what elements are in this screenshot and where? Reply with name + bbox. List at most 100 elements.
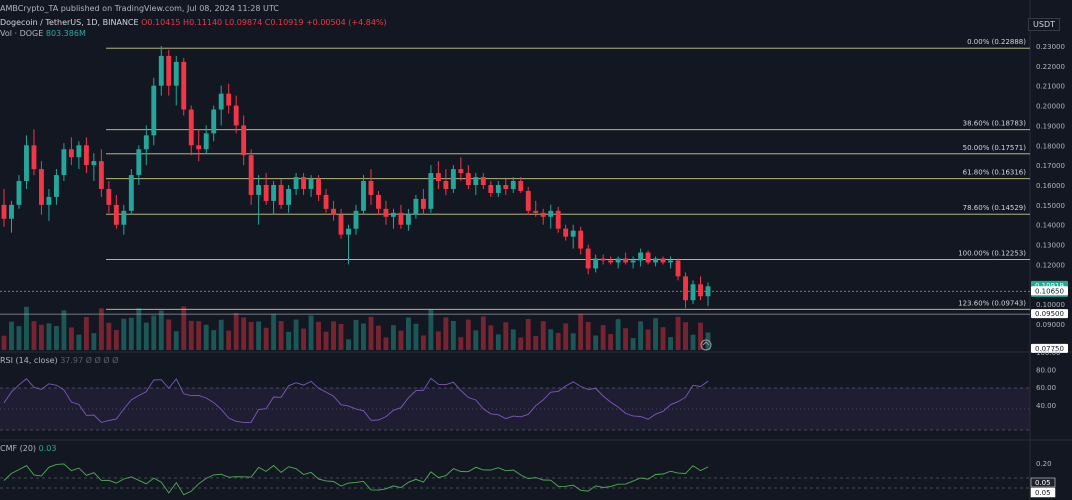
candle[interactable] [323, 188, 329, 213]
candle[interactable] [376, 190, 381, 215]
candle[interactable] [286, 185, 292, 213]
candle[interactable] [510, 177, 516, 193]
currency-badge[interactable]: USDT [1028, 18, 1060, 31]
candle[interactable] [331, 200, 336, 221]
candle[interactable] [638, 248, 644, 267]
candle[interactable] [405, 208, 411, 231]
candle[interactable] [443, 169, 449, 195]
candle[interactable] [525, 186, 531, 215]
candle[interactable] [316, 175, 321, 201]
candle[interactable] [615, 256, 621, 269]
candle[interactable] [338, 208, 344, 239]
candle[interactable] [420, 188, 426, 215]
candle[interactable] [188, 105, 194, 156]
candle[interactable] [653, 256, 659, 267]
candle[interactable] [151, 77, 157, 146]
candle[interactable] [241, 115, 247, 166]
horizontal-lines[interactable] [0, 290, 1030, 315]
candle[interactable] [98, 149, 104, 197]
candle[interactable] [218, 85, 224, 126]
candle[interactable] [271, 181, 277, 215]
candle[interactable] [293, 173, 299, 195]
candle[interactable] [503, 179, 509, 195]
volume-line[interactable]: Vol · DOGE 803.386M [0, 29, 86, 38]
candle[interactable] [413, 194, 419, 219]
candle[interactable] [480, 173, 486, 189]
candle[interactable] [46, 188, 52, 221]
candle[interactable] [608, 256, 614, 265]
candle[interactable] [1, 188, 7, 227]
candle[interactable] [16, 175, 22, 209]
price-tag[interactable]: 0.10650 [1031, 286, 1068, 296]
candle[interactable] [233, 95, 239, 134]
candle[interactable] [9, 200, 14, 233]
candle[interactable] [68, 137, 74, 166]
candle[interactable] [166, 49, 172, 96]
candle[interactable] [211, 105, 217, 142]
candle[interactable] [61, 143, 67, 182]
candle[interactable] [158, 45, 164, 96]
candle[interactable] [181, 57, 187, 116]
candle[interactable] [173, 55, 179, 106]
candle[interactable] [53, 169, 59, 205]
candle[interactable] [346, 224, 351, 265]
candle[interactable] [196, 129, 202, 162]
candle[interactable] [39, 161, 44, 215]
fib-retracement[interactable]: 0.00% (0.22888) 38.60% (0.18783) 50.00% (0… [106, 38, 1030, 310]
replay-icon[interactable] [700, 339, 712, 351]
candle[interactable] [278, 179, 284, 209]
candle[interactable] [398, 204, 404, 229]
candle[interactable] [143, 125, 149, 166]
price-tag[interactable]: 0.09500 [1031, 309, 1068, 319]
candle[interactable] [113, 194, 119, 229]
rsi-legend[interactable]: RSI (14, close) 37.97 Ø Ø Ø Ø [0, 356, 118, 365]
candle[interactable] [563, 224, 569, 241]
cmf-tag[interactable]: 0.05 [1030, 477, 1056, 488]
cmf-legend[interactable]: CMF (20) 0.03 [0, 444, 56, 453]
candle[interactable] [391, 208, 396, 229]
candle[interactable] [83, 137, 89, 174]
candle[interactable] [435, 161, 441, 189]
candle[interactable] [361, 175, 366, 215]
candle[interactable] [570, 224, 576, 249]
price-axis[interactable]: 0.23000 0.22000 0.21000 0.20000 0.19000 0.180… [1030, 43, 1068, 498]
candle[interactable] [578, 226, 584, 255]
candle[interactable] [645, 250, 651, 265]
candle[interactable] [555, 206, 561, 233]
candle[interactable] [450, 165, 456, 193]
candle[interactable] [698, 276, 703, 301]
candle[interactable] [428, 165, 434, 213]
candle[interactable] [248, 149, 254, 205]
candle[interactable] [540, 208, 546, 225]
candle[interactable] [488, 181, 494, 197]
candle[interactable] [308, 175, 314, 197]
candle[interactable] [128, 169, 134, 215]
candle[interactable] [593, 254, 599, 273]
candle[interactable] [353, 204, 359, 235]
candle[interactable] [24, 135, 29, 189]
candle[interactable] [533, 200, 539, 217]
candle[interactable] [668, 256, 673, 269]
symbol-line[interactable]: Dogecoin / TetherUS, 1D, BINANCE O0.1041… [0, 18, 387, 27]
candles[interactable] [1, 45, 711, 309]
candle[interactable] [106, 181, 112, 213]
candle[interactable] [368, 169, 374, 205]
candle[interactable] [705, 282, 711, 307]
candle[interactable] [465, 165, 471, 189]
candle[interactable] [256, 175, 262, 225]
candle[interactable] [76, 141, 82, 170]
candle[interactable] [623, 252, 629, 265]
candle[interactable] [600, 254, 606, 265]
candle[interactable] [301, 173, 307, 195]
symbol-name[interactable]: Dogecoin / TetherUS, 1D, BINANCE [0, 18, 139, 27]
candle[interactable] [630, 256, 636, 269]
candle[interactable] [458, 157, 464, 182]
candle[interactable] [121, 204, 127, 235]
candle[interactable] [91, 153, 97, 182]
candle[interactable] [690, 280, 696, 305]
candle[interactable] [675, 258, 681, 281]
candle[interactable] [548, 204, 554, 229]
candle[interactable] [473, 173, 479, 195]
candle[interactable] [660, 256, 666, 265]
